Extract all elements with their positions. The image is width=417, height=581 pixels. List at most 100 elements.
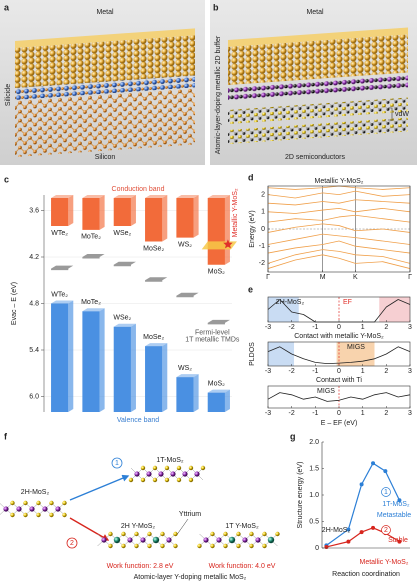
y-tick-label: 0.5: [309, 518, 319, 525]
panel-label: f: [4, 431, 8, 441]
sulfur-atom: [176, 477, 182, 483]
state-label: Metallic Y-MoS₂: [359, 559, 408, 566]
sulfur-atom: [147, 543, 152, 549]
bond: [110, 533, 124, 547]
series-line: [267, 207, 411, 214]
conduction-bar-top: [82, 195, 105, 198]
valence-bar-top: [51, 300, 74, 304]
x-tick-label: -1: [312, 410, 318, 417]
valence-bar: [51, 303, 69, 412]
label: 2D semiconductors: [285, 154, 345, 161]
x-tick-label: 0: [337, 368, 341, 375]
sulfur-atom: [134, 543, 139, 549]
semiconductor-layer: [228, 117, 408, 145]
series-line: [267, 240, 411, 254]
panel-label: d: [248, 172, 254, 182]
conduction-bar-side: [162, 195, 168, 242]
y-tick-label: -1: [259, 243, 265, 250]
fermi-level: [51, 265, 74, 271]
sulfur-atom: [160, 543, 165, 549]
series-line: [267, 346, 411, 364]
sulfur-atom: [49, 512, 54, 518]
valence-bar: [176, 377, 194, 412]
y-tick-label: 1.0: [309, 492, 319, 499]
sulfur-atom: [23, 500, 28, 506]
panel-label: c: [4, 174, 9, 184]
x-tick-label: 2: [384, 368, 388, 375]
sulfur-atom: [10, 500, 15, 506]
conduction-bar-top: [145, 195, 168, 198]
x-tick-label: M: [320, 274, 326, 281]
label: 1T-MoS₂: [156, 457, 184, 464]
sulfur-atom: [152, 477, 158, 483]
data-point: [397, 498, 402, 503]
data-point: [359, 530, 364, 535]
bond: [12, 502, 26, 516]
mo-atom: [140, 537, 146, 543]
plot-frame: [267, 296, 411, 323]
x-tick-label: 3: [408, 410, 412, 417]
sulfur-atom: [188, 465, 194, 471]
bond: [251, 533, 265, 547]
x-axis-label: Reaction coordination: [332, 571, 400, 578]
plot-frame: [267, 385, 411, 409]
x-tick-label: Γ: [266, 274, 270, 281]
metal-2d-render: [228, 27, 408, 145]
sulfur-atom: [140, 477, 146, 483]
y-tick-label: 5.4: [29, 347, 39, 354]
y-tick-label: 4.2: [29, 254, 39, 261]
x-tick-label: Γ: [408, 274, 412, 281]
conduction-bar-top: [51, 195, 74, 198]
mo-atom: [170, 471, 176, 477]
bond: [123, 533, 137, 547]
bond: [130, 467, 144, 481]
x-tick-label: 2: [384, 324, 388, 331]
x-tick-label: -3: [265, 324, 271, 331]
mo-atom: [42, 506, 48, 512]
panel-label: b: [213, 2, 219, 12]
fermi-level: [176, 292, 199, 298]
y-axis-label: Evac – E (eV): [11, 282, 18, 325]
panel-label: e: [248, 284, 253, 294]
pointer: [175, 518, 189, 537]
yttrium-atom: [113, 536, 121, 544]
bond: [166, 467, 180, 481]
sulfur-atom: [173, 531, 178, 537]
sulfur-atom: [210, 543, 215, 549]
sulfur-atom: [108, 543, 113, 549]
fermi-label: EF: [343, 299, 352, 306]
sulfur-atom: [36, 500, 41, 506]
conduction-bar: [51, 198, 69, 226]
sulfur-atom: [236, 543, 241, 549]
region-label: MIGS: [347, 344, 365, 351]
conduction-bar: [176, 198, 194, 238]
label: Work function: 4.0 eV: [209, 563, 276, 570]
doped-buffer: [228, 74, 408, 102]
conduction-bar: [145, 198, 163, 242]
sulfur-atom: [173, 543, 178, 549]
label: vdW: [395, 111, 409, 118]
y-axis-label: Structure energy (eV): [297, 462, 304, 529]
metal-slab: [228, 34, 408, 86]
bond: [142, 467, 156, 481]
mo-atom: [146, 471, 152, 477]
mo-atom: [182, 471, 188, 477]
label: Yttrium: [179, 511, 201, 518]
valence-bar: [113, 326, 131, 412]
sulfur-atom: [140, 465, 146, 471]
sulfur-atom: [223, 531, 228, 537]
label: 1T Y-MoS₂: [225, 523, 259, 530]
metal-slab: [15, 35, 195, 88]
mo-atom: [127, 537, 133, 543]
mo-atom: [3, 506, 9, 512]
panel-label: g: [290, 431, 296, 441]
valence-bar: [82, 311, 100, 412]
y-tick-label: 3.6: [29, 207, 39, 214]
y-tick-label: 6.0: [29, 393, 39, 400]
sulfur-atom: [275, 531, 280, 537]
y-tick-label: 1.5: [309, 465, 319, 472]
badge-text: 1: [115, 460, 119, 467]
path-badge: [111, 457, 123, 469]
x-tick-label: -1: [312, 324, 318, 331]
